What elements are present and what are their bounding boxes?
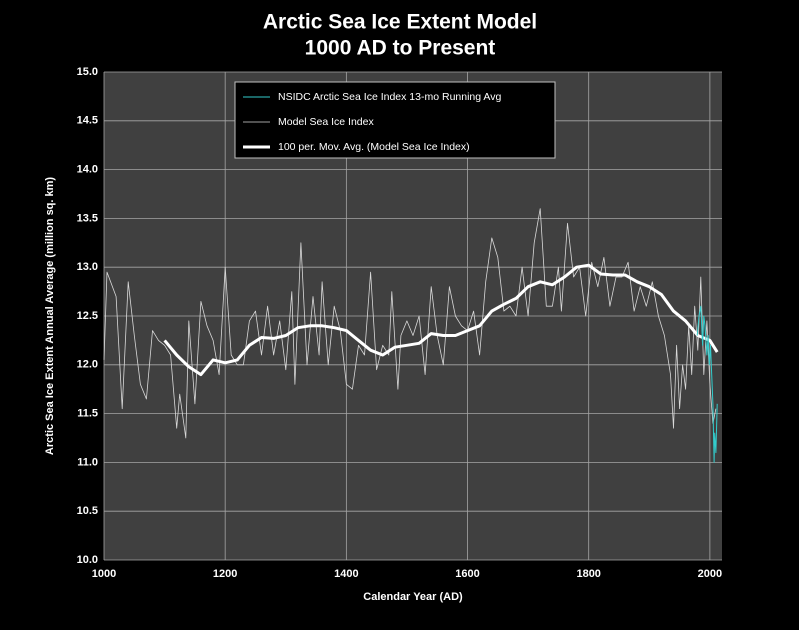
x-tick-label: 2000 (698, 568, 722, 580)
y-tick-label: 10.0 (77, 554, 98, 566)
y-tick-label: 11.5 (77, 408, 98, 420)
chart-title: Arctic Sea Ice Extent Model (263, 11, 537, 34)
y-tick-label: 13.5 (77, 212, 98, 224)
lines (103, 208, 719, 463)
x-tick-label: 1800 (576, 568, 600, 580)
series-line (696, 305, 718, 463)
legend-label: 100 per. Mov. Avg. (Model Sea Ice Index) (278, 141, 470, 153)
chart-subtitle: 1000 AD to Present (305, 37, 496, 60)
y-tick-label: 14.5 (77, 115, 98, 127)
legend-box (234, 81, 556, 159)
y-tick-label: 12.0 (77, 359, 98, 371)
legend-label: NSIDC Arctic Sea Ice Index 13-mo Running… (278, 91, 501, 103)
y-tick-label: 15.0 (77, 66, 98, 78)
y-tick-label: 10.5 (77, 505, 98, 517)
y-axis-label: Arctic Sea Ice Extent Annual Average (mi… (44, 177, 56, 455)
y-tick-label: 14.0 (77, 164, 98, 176)
x-axis-label: Calendar Year (AD) (363, 591, 463, 603)
x-tick-label: 1200 (213, 568, 237, 580)
y-tick-label: 12.5 (77, 310, 98, 322)
x-tick-label: 1600 (455, 568, 479, 580)
series-line (163, 263, 719, 377)
y-tick-label: 13.0 (77, 261, 98, 273)
x-tick-label: 1000 (92, 568, 116, 580)
legend: NSIDC Arctic Sea Ice Index 13-mo Running… (234, 81, 556, 159)
legend-label: Model Sea Ice Index (278, 116, 374, 128)
series-line (103, 208, 717, 439)
x-tick-label: 1400 (334, 568, 358, 580)
y-tick-label: 11.0 (77, 456, 98, 468)
